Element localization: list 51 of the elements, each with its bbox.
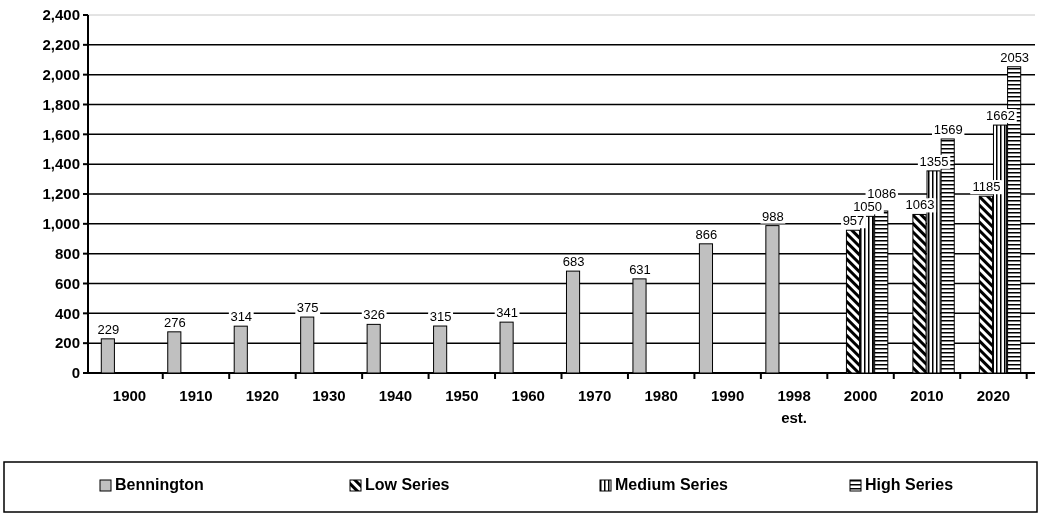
data-label: 229 <box>97 321 120 337</box>
y-tick-label: 2,000 <box>42 65 80 83</box>
y-tick-label: 800 <box>54 244 80 262</box>
data-label: 276 <box>163 314 186 330</box>
y-tick-label: 2,400 <box>42 6 80 24</box>
data-label: 314 <box>230 309 253 325</box>
data-label: 315 <box>429 309 452 325</box>
data-label: 1662 <box>986 108 1015 124</box>
x-tick-label: 1920 <box>245 387 280 404</box>
data-label: 2053 <box>1000 49 1030 65</box>
data-label: 1063 <box>905 197 935 213</box>
x-tick-label: 2020 <box>976 387 1011 404</box>
y-tick-label: 1,600 <box>42 125 80 143</box>
x-tick-label: 2000 <box>843 387 878 404</box>
x-tick-label: 1960 <box>511 387 545 404</box>
x-tick-label: 1910 <box>179 387 213 404</box>
y-tick-label: 400 <box>54 304 80 322</box>
x-tick-label: 2010 <box>910 387 944 404</box>
data-label: 683 <box>562 254 585 270</box>
data-label: 988 <box>762 208 784 224</box>
x-tick-label: 1998 est. <box>777 387 811 426</box>
legend-label: High Series <box>865 476 954 493</box>
data-label: 1086 <box>867 186 897 202</box>
x-tick-label: 1990 <box>710 387 745 404</box>
data-label: 375 <box>296 300 319 316</box>
x-tick-label: 1930 <box>312 387 346 404</box>
y-tick-label: 1,400 <box>42 155 80 173</box>
legend-label: Low Series <box>365 476 450 493</box>
data-label: 957 <box>842 213 865 229</box>
y-tick-label: 1,000 <box>42 215 80 233</box>
y-tick-label: 2,200 <box>42 36 80 54</box>
y-tick-label: 200 <box>54 334 80 352</box>
x-tick-label: 1970 <box>578 387 612 404</box>
data-label: 866 <box>695 226 718 242</box>
y-tick-label: 1,200 <box>42 185 80 203</box>
y-tick-label: 1,800 <box>42 95 80 113</box>
data-label: 1355 <box>919 153 949 169</box>
data-label: 326 <box>363 307 386 323</box>
data-label: 1050 <box>853 199 883 215</box>
x-tick-label: 1950 <box>445 387 479 404</box>
data-label: 1569 <box>933 121 963 137</box>
x-tick-label: 1900 <box>112 387 147 404</box>
legend-label: Bennington <box>115 476 204 493</box>
x-tick-label: 1940 <box>378 387 413 404</box>
data-label: 341 <box>496 305 518 321</box>
x-tick-label: 1980 <box>644 387 678 404</box>
legend-label: Medium Series <box>615 476 729 493</box>
data-label: 631 <box>629 261 651 277</box>
data-label: 1185 <box>972 179 1001 195</box>
y-tick-label: 0 <box>71 364 80 382</box>
y-tick-label: 600 <box>54 274 80 292</box>
